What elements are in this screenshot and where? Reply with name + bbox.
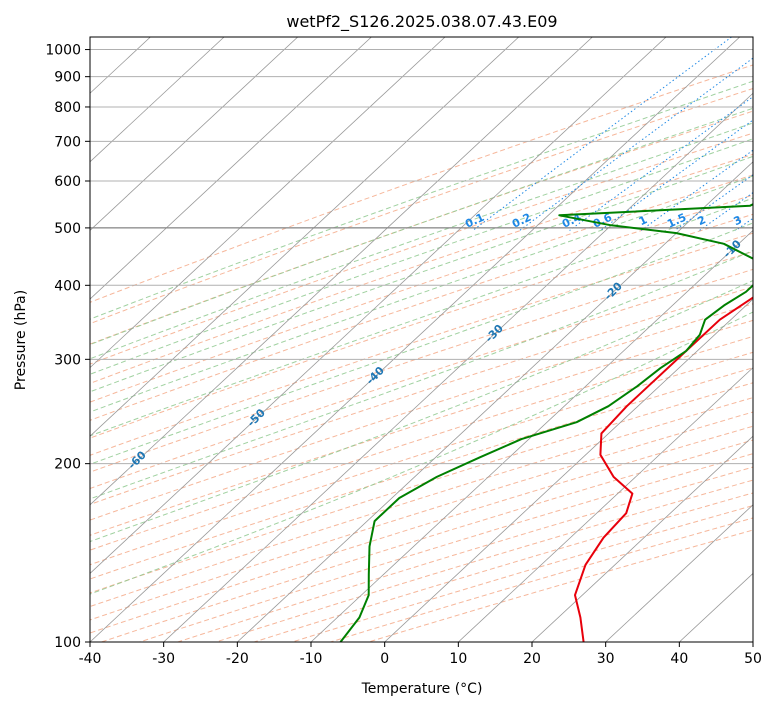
dewpoint-profile-line [339, 203, 753, 642]
y-tick-label: 800 [54, 100, 81, 116]
x-tick-label: -10 [300, 651, 323, 667]
dry-adiabat-line [90, 64, 753, 303]
dry-adiabat-line [90, 174, 753, 403]
x-axis-label: Temperature (°C) [361, 681, 483, 697]
profile-series [339, 203, 753, 642]
isotherm-line [0, 37, 3, 642]
x-axis: -40 -30 -20 -10 0 10 20 30 40 50 [79, 642, 762, 667]
isotherm-line [605, 504, 753, 642]
dry-adiabat-line [90, 382, 753, 594]
mixing-ratio-line [762, 35, 775, 231]
y-tick-label: 700 [54, 134, 81, 150]
mixing-ratio-label: 4 [758, 213, 771, 228]
moist-adiabat-line [90, 250, 753, 500]
dry-adiabat-line [90, 425, 753, 634]
mixing-ratio-line [569, 96, 753, 231]
isotherm-line [237, 161, 753, 642]
mixing-ratio-line [472, 37, 733, 231]
isotherm-line [531, 435, 753, 642]
x-tick-label: 10 [449, 651, 467, 667]
mixing-ratio-line [735, 217, 753, 231]
x-tick-label: 30 [597, 651, 615, 667]
mixing-ratio-label: 2 [695, 213, 707, 228]
moist-adiabat-line [90, 197, 753, 437]
moist-adiabat-line [90, 175, 753, 413]
y-tick-label: 300 [54, 352, 81, 368]
x-tick-label: -40 [79, 651, 102, 667]
y-axis-label: Pressure (hPa) [13, 290, 29, 390]
mixing-ratio-line [519, 57, 753, 231]
pressure-grid [90, 49, 753, 642]
temperature-profile-line [574, 296, 753, 642]
dry-adiabat-line [138, 453, 753, 642]
mixing-ratio-label: 1 [637, 213, 649, 228]
isotherm-line [90, 37, 667, 574]
y-tick-label: 900 [54, 70, 81, 86]
moist-adiabat-line [90, 280, 753, 543]
isotherm-line [90, 37, 741, 642]
isotherm-line [679, 572, 753, 642]
isotherm-line [90, 37, 520, 437]
dry-adiabat-line [90, 397, 753, 608]
isotherm-line [163, 92, 753, 642]
x-tick-label: -30 [152, 651, 175, 667]
dry-adiabat-line [90, 153, 753, 384]
isotherm-line [458, 367, 753, 642]
background-lines [0, 35, 775, 642]
y-tick-label: 400 [54, 278, 81, 294]
y-axis: 100 200 300 400 500 600 700 800 900 1000 [45, 43, 90, 651]
y-tick-label: 200 [54, 457, 81, 473]
isotherm-line [90, 37, 593, 506]
isotherm-line [752, 641, 753, 642]
y-tick-label: 100 [54, 635, 81, 651]
x-tick-label: 40 [670, 651, 688, 667]
isotherm-line [0, 37, 77, 642]
isotherm-line [90, 37, 225, 163]
isotherm-line [310, 229, 753, 642]
isotherm-label: -70 [7, 491, 30, 514]
y-tick-label: 500 [54, 221, 81, 237]
dry-adiabat-line [366, 529, 753, 642]
moist-adiabat-line [90, 222, 753, 465]
x-tick-label: 20 [523, 651, 541, 667]
isotherm-line [384, 298, 753, 642]
isotherm-line [90, 37, 446, 369]
mixing-ratio-line [640, 149, 753, 231]
x-tick-label: 0 [380, 651, 389, 667]
x-tick-label: 50 [744, 651, 762, 667]
chart-title: wetPf2_S126.2025.038.07.43.E09 [286, 12, 557, 32]
y-tick-label: 1000 [45, 43, 81, 59]
plot-frame [89, 36, 754, 643]
x-tick-label: -20 [226, 651, 249, 667]
isotherm-line [90, 37, 372, 300]
moist-adiabat-line [90, 107, 753, 346]
y-tick-label: 600 [54, 174, 81, 190]
dry-adiabat-line [176, 466, 753, 642]
isotherm-line [90, 37, 299, 231]
